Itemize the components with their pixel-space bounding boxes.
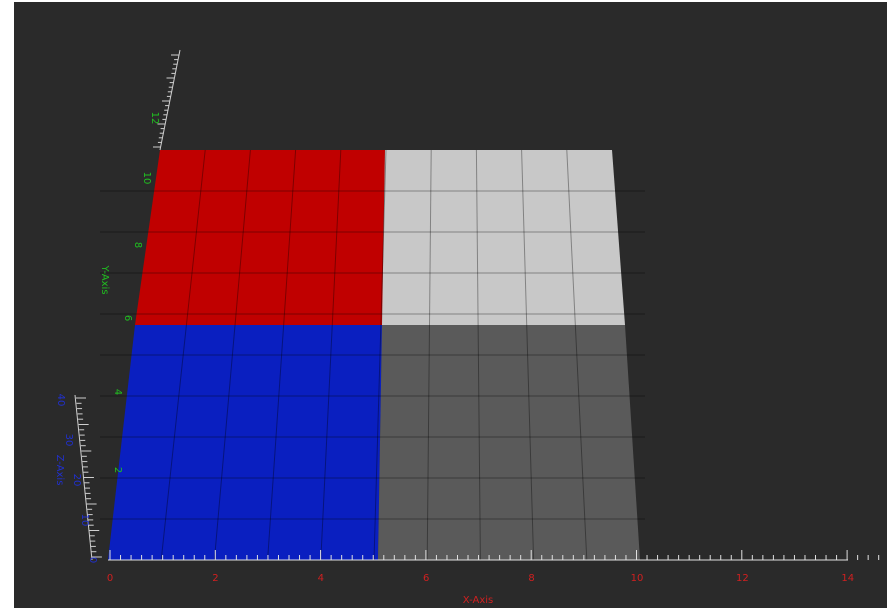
y-tick-label: 10 <box>141 172 152 185</box>
y-tick-label: 6 <box>122 315 133 321</box>
x-tick-label: 2 <box>212 573 218 584</box>
x-tick-label: 6 <box>423 573 429 584</box>
x-tick-label: 4 <box>318 573 324 584</box>
viewport: X-Axis Y-Axis Z-Axis 0 2 4 6 8 10 12 14 2 4 6 8 10 12… <box>0 0 887 608</box>
y-tick-label: 12 <box>149 112 160 125</box>
x-tick-label: 8 <box>528 573 534 584</box>
gray-blocks <box>378 325 640 560</box>
y-tick-label: 8 <box>132 242 143 248</box>
y-tick-label: 4 <box>112 389 123 395</box>
z-tick-label: 30 <box>63 434 74 447</box>
y-tick-label: 2 <box>112 467 123 473</box>
x-tick-label: 0 <box>107 573 113 584</box>
x-tick-label: 14 <box>841 573 854 584</box>
z-tick-label: 20 <box>71 474 82 487</box>
z-axis-title: Z-Axis <box>54 455 65 486</box>
z-tick-label: 0 <box>87 557 98 563</box>
y-axis-title: Y-Axis <box>99 264 110 294</box>
red-blocks <box>135 150 385 325</box>
x-axis-title: X-Axis <box>463 595 494 606</box>
blue-blocks <box>108 325 382 560</box>
z-tick-label: 40 <box>55 394 66 407</box>
x-tick-label: 10 <box>631 573 644 584</box>
light-blocks <box>382 150 625 325</box>
z-tick-label: 10 <box>79 514 90 527</box>
x-tick-label: 12 <box>736 573 749 584</box>
